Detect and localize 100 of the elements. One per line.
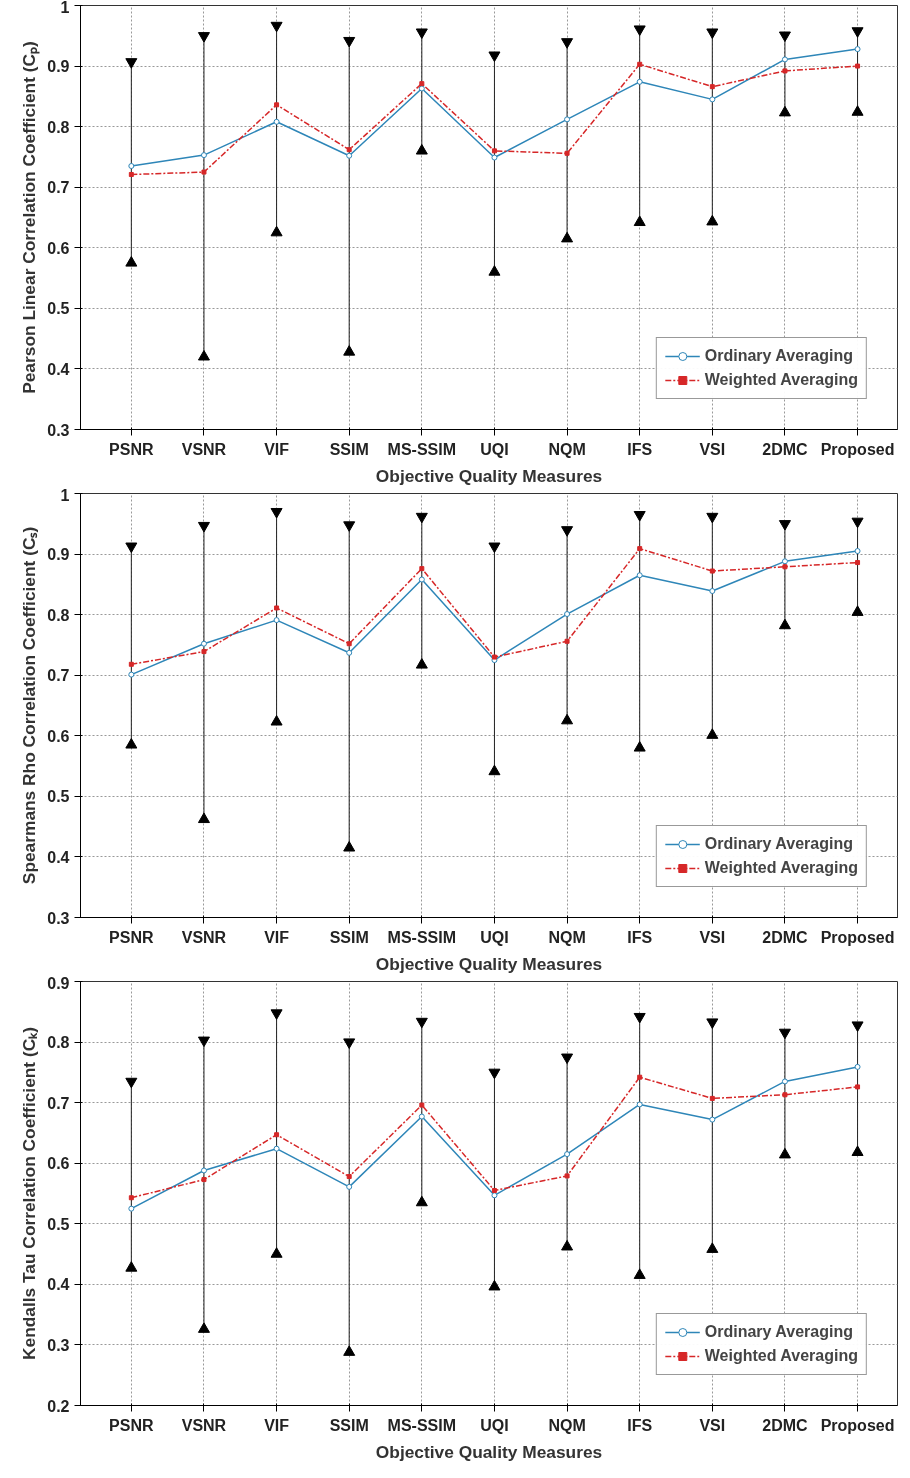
x-tick-label: VIF (264, 440, 290, 458)
y-tick-label: 0.9 (47, 58, 70, 76)
y-axis-title: Pearson Linear Correlation Coefficient (Cₚ) (19, 41, 41, 394)
point (781, 1078, 788, 1085)
y-tick-label: 1 (60, 486, 70, 504)
point (561, 713, 574, 725)
point (200, 640, 207, 647)
point (709, 1116, 716, 1123)
point (418, 85, 425, 92)
point (273, 118, 280, 125)
point (488, 764, 501, 776)
x-tick-label: VIF (264, 1416, 290, 1434)
point (346, 1174, 352, 1180)
x-tick-label: MS-SSIM (387, 928, 457, 946)
point (343, 345, 356, 356)
point (488, 51, 501, 63)
point (415, 1195, 428, 1207)
point (125, 1077, 138, 1089)
point (782, 1092, 788, 1098)
point (270, 1009, 283, 1020)
point (197, 1036, 210, 1048)
point (564, 638, 570, 644)
point (782, 564, 788, 570)
x-tick-label: SSIM (329, 928, 369, 946)
x-tick-label: 2DMC (762, 928, 809, 946)
point (633, 215, 646, 227)
point (706, 512, 719, 524)
point (564, 1173, 570, 1179)
point (564, 116, 571, 123)
point (270, 715, 283, 726)
point (125, 1261, 138, 1272)
point (778, 105, 791, 117)
point (637, 1074, 643, 1080)
point (855, 1084, 861, 1090)
legend-label: Ordinary Averaging (704, 347, 853, 365)
legend-label: Weighted Averaging (704, 1347, 858, 1365)
point (851, 605, 864, 616)
point (343, 36, 356, 48)
point (201, 649, 207, 655)
point (274, 605, 280, 611)
legend-label: Ordinary Averaging (704, 835, 853, 853)
point (564, 611, 571, 618)
x-tick-label: VSNR (181, 440, 227, 458)
x-tick-label: UQI (480, 1416, 509, 1434)
x-tick-label: SSIM (329, 440, 369, 458)
point (128, 661, 134, 667)
point (346, 1183, 353, 1190)
x-axis-title: Objective Quality Measures (375, 465, 603, 486)
x-tick-label: UQI (480, 928, 509, 946)
y-tick-label: 0.4 (47, 848, 70, 866)
y-tick-label: 0.8 (47, 1034, 70, 1052)
point (200, 152, 207, 159)
y-tick-label: 0.7 (47, 1094, 70, 1112)
point (778, 1028, 791, 1040)
y-tick-label: 0.3 (47, 421, 70, 439)
y-tick-label: 0.6 (47, 239, 70, 257)
point (561, 231, 574, 243)
point (415, 658, 428, 669)
point (851, 27, 864, 38)
y-tick-label: 0.5 (47, 300, 70, 318)
x-tick-label: IFS (627, 1416, 653, 1434)
point (488, 1279, 501, 1291)
point (851, 105, 864, 116)
point (561, 38, 574, 49)
y-tick-label: 1 (60, 0, 70, 16)
x-tick-label: VSNR (181, 1416, 227, 1434)
point (125, 58, 138, 69)
y-tick-label: 0.6 (47, 727, 70, 745)
y-tick-label: 0.8 (47, 118, 70, 136)
point (781, 558, 788, 565)
x-tick-label: VSNR (181, 928, 227, 946)
point (488, 1068, 501, 1080)
point (778, 520, 791, 531)
point (274, 102, 280, 108)
point (561, 526, 574, 537)
x-tick-label: NQM (548, 1416, 586, 1434)
y-tick-label: 0.4 (47, 360, 70, 378)
point (346, 152, 353, 159)
x-axis-title: Objective Quality Measures (375, 953, 603, 974)
point (855, 560, 861, 566)
point (851, 1021, 864, 1032)
point (201, 1177, 207, 1183)
point (128, 1205, 135, 1212)
point (125, 542, 138, 554)
point (415, 28, 428, 39)
x-tick-label: IFS (627, 440, 653, 458)
point (274, 1132, 280, 1138)
x-tick-label: VSI (699, 928, 726, 946)
x-tick-label: UQI (480, 440, 509, 458)
point (782, 68, 788, 74)
point (197, 812, 210, 824)
y-tick-label: 0.5 (47, 788, 70, 806)
point (491, 154, 498, 161)
point (415, 144, 428, 155)
point (273, 617, 280, 624)
point (270, 1247, 283, 1258)
x-tick-label: VSI (699, 440, 726, 458)
point (488, 265, 501, 276)
point (564, 1151, 571, 1158)
point (561, 1239, 574, 1251)
